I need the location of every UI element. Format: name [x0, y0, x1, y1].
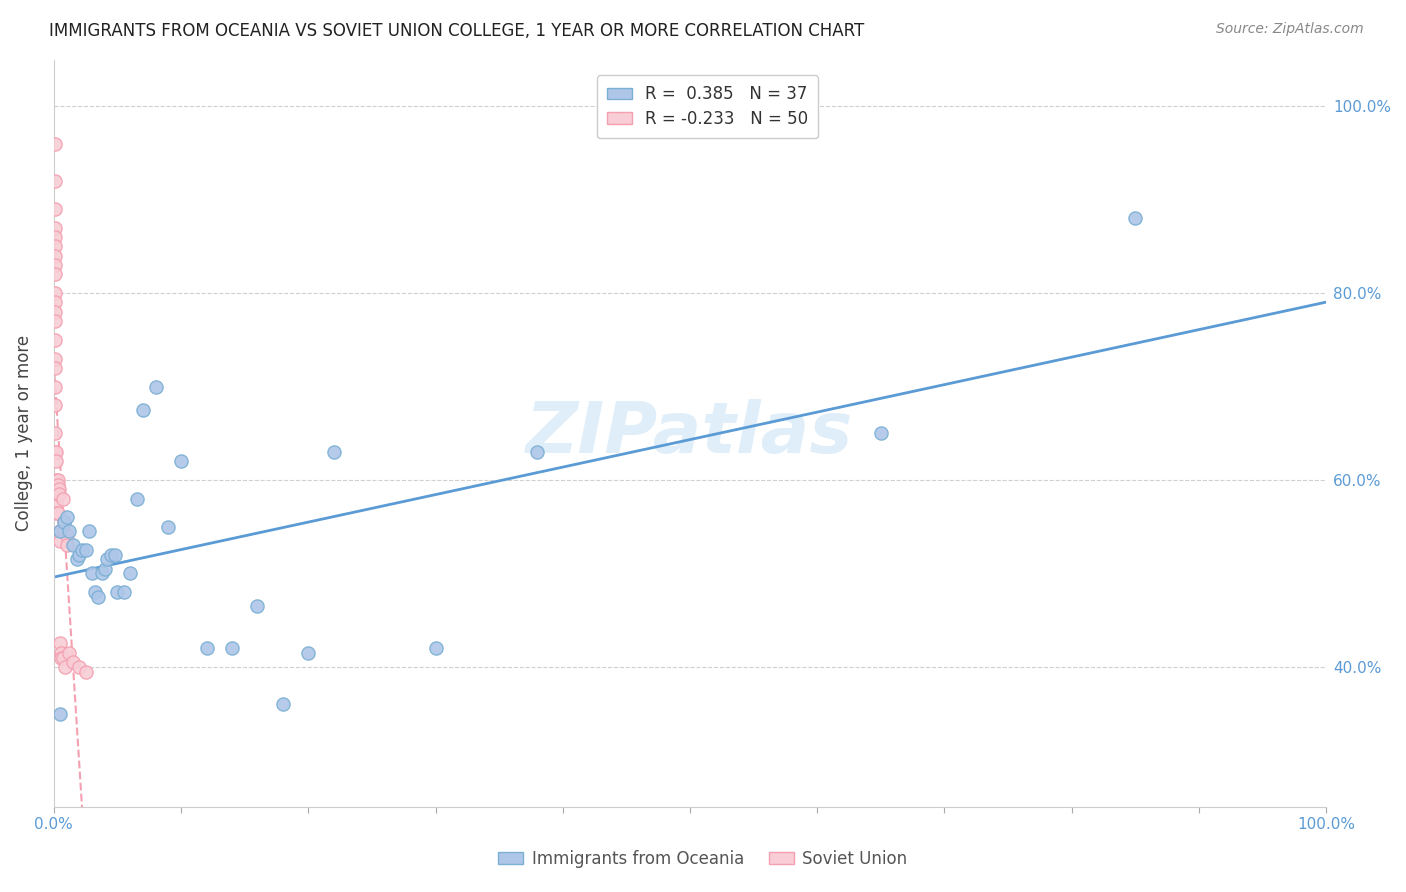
Point [83, 585, 105, 599]
Point [44, 445, 66, 459]
Point [80, 566, 103, 581]
Legend: R =  0.385   N = 37, R = -0.233   N = 50: R = 0.385 N = 37, R = -0.233 N = 50 [596, 76, 818, 138]
Point [93, 562, 115, 576]
Point [58, 646, 80, 660]
Point [125, 491, 148, 506]
Point [55, 510, 77, 524]
Point [91, 566, 114, 581]
Point [132, 403, 155, 417]
Point [53, 524, 76, 539]
Point [44, 239, 66, 253]
Point [44, 220, 66, 235]
Point [55, 529, 77, 543]
Point [51, 646, 73, 660]
Point [79, 524, 101, 539]
Point [45, 454, 67, 468]
Point [44, 258, 66, 272]
Point [44, 398, 66, 412]
Point [221, 641, 243, 656]
Point [170, 454, 193, 468]
Point [49, 524, 72, 539]
Point [45, 477, 67, 491]
Point [44, 174, 66, 188]
Point [107, 585, 129, 599]
Point [87, 590, 110, 604]
Point [44, 268, 66, 282]
Point [52, 650, 75, 665]
Text: ZIPatlas: ZIPatlas [526, 399, 853, 467]
Point [46, 487, 69, 501]
Point [104, 548, 127, 562]
Point [46, 473, 69, 487]
Point [70, 543, 93, 558]
Point [45, 506, 67, 520]
Point [96, 552, 118, 566]
Text: Source: ZipAtlas.com: Source: ZipAtlas.com [1216, 22, 1364, 37]
Point [322, 445, 344, 459]
Point [51, 650, 73, 665]
Point [271, 697, 294, 711]
Point [49, 706, 72, 721]
Point [44, 295, 66, 310]
Point [44, 286, 66, 301]
Point [53, 515, 76, 529]
Point [869, 426, 891, 441]
Point [44, 379, 66, 393]
Point [45, 483, 67, 497]
Point [58, 524, 80, 539]
Point [45, 473, 67, 487]
Point [1123, 211, 1146, 226]
Point [44, 136, 66, 151]
Legend: Immigrants from Oceania, Soviet Union: Immigrants from Oceania, Soviet Union [492, 844, 914, 875]
Point [120, 566, 142, 581]
Point [62, 538, 84, 552]
Point [48, 483, 70, 497]
Point [55, 538, 77, 552]
Point [52, 491, 75, 506]
Point [44, 333, 66, 347]
Point [44, 314, 66, 328]
Point [44, 360, 66, 375]
Point [53, 660, 76, 674]
Point [46, 506, 69, 520]
Point [67, 548, 90, 562]
Point [45, 487, 67, 501]
Point [44, 230, 66, 244]
Point [44, 249, 66, 263]
Point [425, 641, 447, 656]
Point [145, 379, 167, 393]
Text: IMMIGRANTS FROM OCEANIA VS SOVIET UNION COLLEGE, 1 YEAR OR MORE CORRELATION CHAR: IMMIGRANTS FROM OCEANIA VS SOVIET UNION … [49, 22, 865, 40]
Point [62, 655, 84, 669]
Point [112, 585, 135, 599]
Point [49, 533, 72, 548]
Point [49, 636, 72, 650]
Y-axis label: College, 1 year or more: College, 1 year or more [15, 335, 32, 532]
Point [157, 519, 180, 533]
Point [67, 660, 90, 674]
Point [44, 426, 66, 441]
Point [297, 646, 319, 660]
Point [66, 552, 89, 566]
Point [75, 665, 97, 679]
Point [100, 548, 122, 562]
Point [45, 445, 67, 459]
Point [44, 351, 66, 366]
Point [526, 445, 548, 459]
Point [53, 515, 76, 529]
Point [195, 641, 218, 656]
Point [44, 305, 66, 319]
Point [45, 496, 67, 510]
Point [49, 524, 72, 539]
Point [46, 477, 69, 491]
Point [75, 543, 97, 558]
Point [44, 202, 66, 216]
Point [246, 599, 269, 614]
Point [48, 487, 70, 501]
